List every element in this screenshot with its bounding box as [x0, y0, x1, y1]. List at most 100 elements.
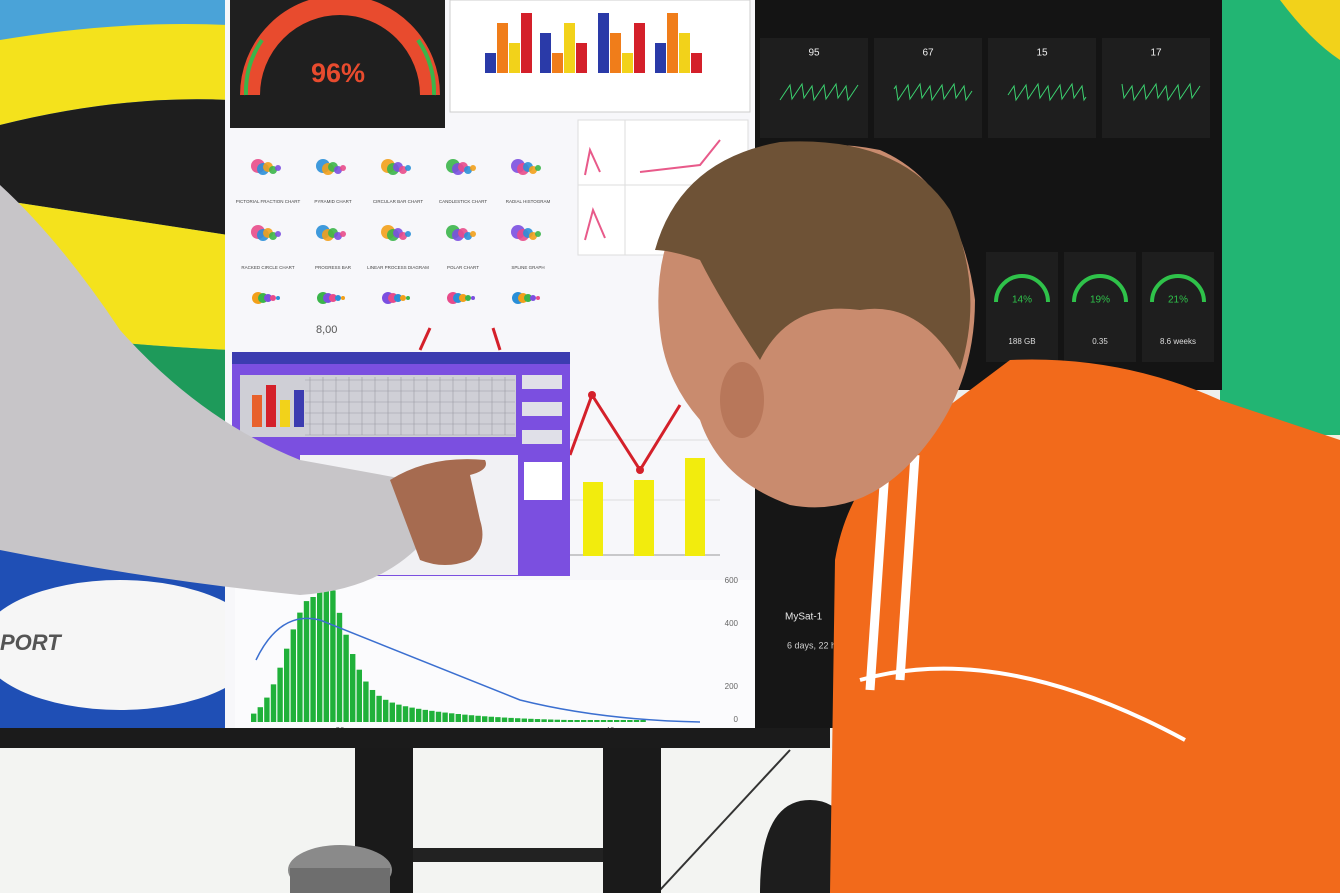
histogram-bar-illustration: [468, 715, 475, 722]
histogram-bar-illustration: [369, 689, 376, 722]
histogram-y-tick: 0: [734, 715, 739, 724]
histogram-bar-illustration: [376, 695, 382, 722]
room: [1280, 0, 1340, 60]
histogram-bar-illustration: [462, 714, 468, 722]
combo-chart: [568, 391, 682, 473]
calendar-window: [522, 402, 562, 416]
histogram-bar-illustration: [594, 720, 600, 722]
gauge-panel: [1064, 252, 1136, 362]
chart-type-label: PROGRESS BAR: [315, 265, 352, 270]
bar-illustration: [691, 53, 702, 73]
mini-charts: [639, 139, 721, 173]
histogram-bar-illustration: [284, 648, 290, 722]
person-orange-shirt: [859, 666, 1186, 742]
histogram-bar-illustration: [435, 711, 442, 722]
wall-panel: [0, 24, 228, 125]
satellite-uptime: 6 days, 22 hou: [787, 640, 846, 650]
icon-illustration: [270, 295, 276, 301]
person-orange-shirt: [655, 141, 1340, 893]
histogram-bar-illustration: [442, 712, 448, 722]
bar-illustration: [622, 53, 633, 73]
screen: [243, 38, 264, 96]
histogram-bar-illustration: [600, 720, 607, 722]
monitoring-dashboard: 95 67 15 17: [760, 38, 1210, 138]
chart-type-label: RADIAL HISTOGRAM: [506, 199, 551, 204]
gauge-value: 21%: [1168, 295, 1188, 306]
gauge-value: 14%: [1012, 295, 1032, 306]
icon-illustration: [329, 294, 337, 302]
stat-panel: [988, 38, 1096, 138]
icon-illustration: [406, 296, 410, 300]
histogram-bar-illustration: [270, 684, 277, 722]
gauge-arc: [1072, 274, 1128, 303]
room: [1220, 0, 1340, 435]
histogram-bar-illustration: [534, 719, 541, 722]
histogram-bar-illustration: [317, 555, 323, 722]
person-orange-shirt: [655, 141, 971, 370]
histogram-bar-illustration: [640, 720, 646, 722]
stat-value: 67: [922, 48, 934, 59]
icon-illustration: [471, 296, 475, 300]
bar-illustration: [634, 23, 645, 73]
histogram-bar-illustration: [508, 717, 514, 722]
histogram-bar-illustration: [528, 718, 534, 722]
histogram-bar-illustration: [521, 718, 527, 722]
histogram-bar-illustration: [561, 719, 567, 722]
gauge-value: 96%: [311, 58, 365, 88]
stat-value: 95: [808, 48, 820, 59]
calendar-window: [252, 395, 262, 427]
icon-illustration: [394, 294, 402, 302]
calendar-window: [232, 352, 570, 364]
metric-value: 0.35: [1092, 337, 1108, 346]
histogram-bar-illustration: [363, 681, 369, 722]
histogram-bar-illustration: [383, 699, 389, 722]
icon-illustration: [459, 294, 467, 302]
histogram-bar-illustration: [323, 570, 329, 722]
combo-chart: [588, 391, 596, 399]
histogram-bar-illustration: [277, 667, 283, 722]
chart-type-label: POLAR CHART: [447, 265, 479, 270]
histogram-bar-illustration: [515, 718, 521, 722]
banner-text: PORT: [0, 630, 62, 655]
histogram-bar-illustration: [495, 717, 501, 722]
gauge-panel: [1142, 252, 1214, 362]
stat-value: 15: [1036, 48, 1048, 59]
histogram-bar-illustration: [475, 715, 481, 722]
room: [659, 749, 791, 891]
calendar-window: [524, 462, 562, 500]
histogram-y-tick: 400: [725, 619, 739, 628]
metric-value: 8.6 weeks: [1160, 337, 1196, 346]
icon-illustration: [470, 165, 476, 171]
icon-illustration: [536, 296, 540, 300]
bar-illustration: [655, 43, 666, 73]
histogram-bar-illustration: [587, 720, 593, 722]
histogram-bar-illustration: [290, 629, 296, 722]
mini-charts: [584, 146, 601, 176]
wall-panel: [0, 99, 228, 236]
bar-illustration: [521, 13, 532, 73]
stat-panel: [1102, 38, 1210, 138]
chart-type-label: CANDLESTICK CHART: [439, 199, 487, 204]
chart-type-label: RACKED CIRCLE CHART: [241, 265, 294, 270]
chart-type-label: PYRAMID CHART: [314, 199, 351, 204]
calendar-window: [294, 390, 304, 427]
mini-charts: [584, 206, 606, 241]
bar-illustration: [598, 13, 609, 73]
calendar-window: [305, 377, 515, 436]
histogram-bar-illustration: [389, 702, 395, 722]
pointing-arm: [0, 185, 425, 595]
histogram-bar-illustration: [482, 716, 488, 722]
histogram-bar-illustration: [264, 697, 270, 722]
histogram-bar-illustration: [449, 713, 455, 722]
histogram-bar-illustration: [310, 597, 316, 722]
satellite-name: MySat-1: [785, 612, 823, 623]
icon-illustration: [405, 231, 411, 237]
histogram-bar-illustration: [409, 707, 415, 722]
chart-type-label: LINEAR PROCESS DIAGRAM: [367, 265, 429, 270]
monitor-stand: [413, 848, 603, 862]
stat-panel: [760, 38, 868, 138]
combo-chart: [636, 466, 644, 474]
icon-illustration: [535, 165, 541, 171]
